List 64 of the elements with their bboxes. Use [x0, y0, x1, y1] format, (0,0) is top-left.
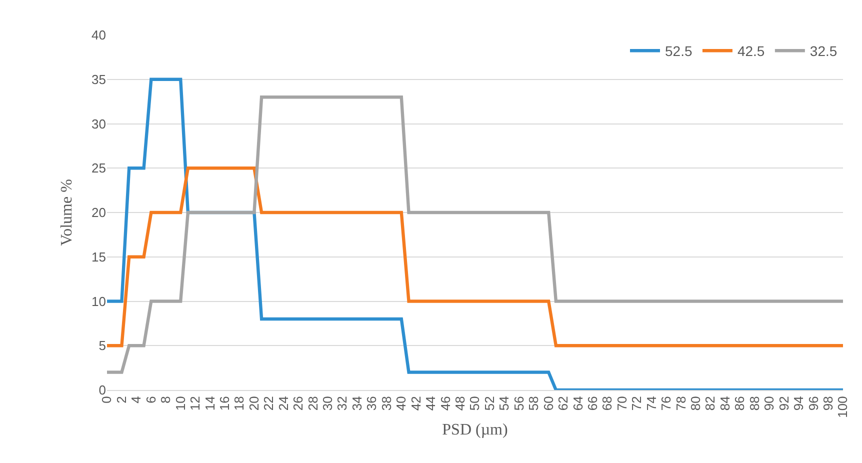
x-tick-label: 64 — [570, 396, 586, 411]
y-tick-label: 5 — [98, 338, 106, 354]
x-tick-label: 6 — [143, 396, 158, 404]
x-tick-label: 72 — [629, 396, 644, 411]
x-tick-label: 14 — [202, 396, 218, 411]
x-axis-title: PSD (µm) — [442, 422, 508, 439]
x-tick-label: 54 — [496, 396, 512, 411]
x-tick-label: 84 — [717, 396, 732, 411]
x-tick-label: 52 — [482, 396, 497, 411]
x-tick-label: 82 — [702, 396, 718, 411]
x-tick-label: 30 — [320, 396, 336, 411]
x-tick-label: 44 — [423, 396, 438, 411]
x-tick-label: 4 — [128, 396, 144, 404]
y-tick-label: 30 — [92, 116, 106, 132]
x-tick-label: 96 — [806, 396, 821, 411]
x-tick-label: 98 — [820, 396, 836, 411]
x-tick-label: 76 — [658, 396, 674, 411]
x-tick-label: 22 — [261, 396, 276, 411]
x-tick-label: 10 — [172, 396, 188, 411]
x-tick-label: 88 — [746, 396, 762, 411]
y-tick-label: 25 — [92, 160, 106, 176]
x-tick-label: 92 — [776, 396, 792, 411]
x-tick-label: 66 — [584, 396, 600, 411]
x-tick-label: 100 — [835, 396, 850, 418]
y-tick-label: 40 — [92, 28, 106, 43]
x-tick-label: 18 — [232, 396, 247, 411]
x-tick-label: 32 — [334, 396, 350, 411]
x-tick-label: 74 — [644, 396, 659, 411]
x-tick-label: 12 — [188, 396, 203, 411]
x-tick-label: 78 — [673, 396, 688, 411]
x-tick-label: 70 — [614, 396, 630, 411]
x-tick-label: 16 — [216, 396, 232, 411]
y-axis-title: Volume % — [58, 179, 76, 246]
line-series — [107, 166, 843, 348]
y-tick-label: 35 — [92, 72, 106, 87]
legend-label: 42.5 — [737, 43, 765, 60]
x-tick-label: 80 — [688, 396, 704, 411]
x-tick-label: 46 — [438, 396, 453, 411]
x-tick-label: 48 — [452, 396, 468, 411]
x-tick-label: 94 — [791, 396, 806, 411]
x-tick-label: 40 — [394, 396, 409, 411]
x-tick-label: 60 — [540, 396, 556, 411]
x-tick-label: 34 — [349, 396, 364, 411]
legend-label: 52.5 — [665, 43, 692, 60]
x-tick-label: 56 — [511, 396, 526, 411]
x-tick-label: 8 — [158, 396, 174, 404]
x-tick-label: 2 — [114, 396, 129, 404]
x-tick-label: 38 — [378, 396, 394, 411]
x-tick-label: 36 — [364, 396, 380, 411]
x-tick-label: 28 — [305, 396, 320, 411]
x-tick-label: 86 — [732, 396, 748, 411]
x-tick-label: 42 — [408, 396, 424, 411]
y-tick-label: 15 — [92, 249, 106, 264]
x-tick-label: 26 — [290, 396, 306, 411]
x-tick-label: 90 — [762, 396, 777, 411]
x-tick-label: 62 — [556, 396, 571, 411]
y-tick-label: 10 — [92, 294, 106, 309]
x-tick-label: 24 — [276, 396, 291, 411]
y-tick-label: 20 — [92, 205, 106, 220]
x-tick-label: 50 — [467, 396, 482, 411]
x-tick-label: 58 — [526, 396, 542, 411]
legend-label: 32.5 — [810, 43, 838, 60]
x-tick-label: 20 — [246, 396, 262, 411]
x-tick-label: 68 — [600, 396, 615, 411]
